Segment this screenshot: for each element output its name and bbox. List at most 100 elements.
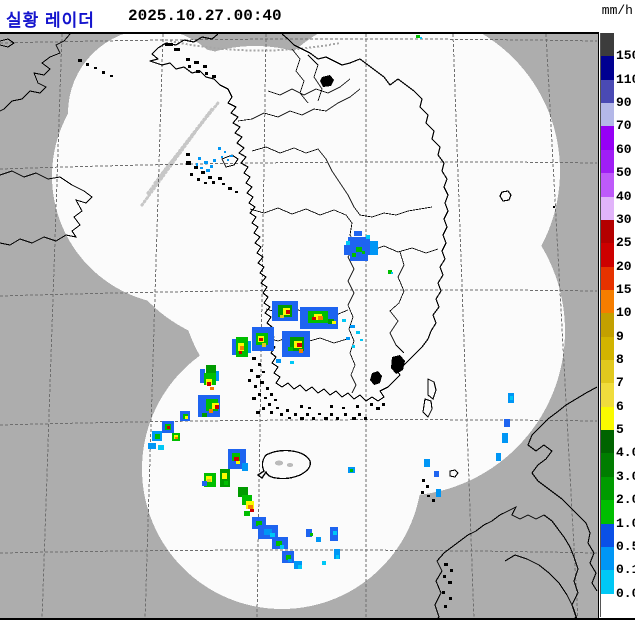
- echo-cell: [224, 151, 226, 153]
- legend-segment: [600, 56, 614, 80]
- echo-cell: [288, 559, 292, 562]
- echo-cell: [352, 253, 356, 257]
- echo-cell: [213, 159, 216, 162]
- echo-cell: [175, 437, 178, 439]
- legend-label: 90: [616, 95, 632, 111]
- legend-segment: [600, 173, 614, 197]
- echo-cell: [200, 369, 205, 383]
- echo-cell: [262, 343, 266, 347]
- legend-label: 5: [616, 422, 624, 438]
- radar-map-canvas: [0, 34, 598, 620]
- echo-cell: [207, 382, 211, 386]
- echo-cell: [239, 351, 242, 354]
- island-dokdo: [553, 206, 555, 208]
- coastline-korea: [149, 34, 449, 402]
- echo-cell: [214, 371, 219, 381]
- echo-cell: [209, 409, 213, 413]
- legend-label: 30: [616, 211, 632, 227]
- echo-cell: [496, 453, 501, 461]
- legend-segment: [600, 500, 614, 524]
- coastline-japan: [422, 378, 598, 620]
- coverage-edge-band: [169, 40, 341, 52]
- legend-segment: [600, 570, 614, 594]
- echo-cell: [230, 155, 233, 157]
- echo-cell: [346, 241, 350, 245]
- legend-segment: [600, 593, 614, 617]
- echo-cell: [336, 555, 339, 559]
- legend-label: 10: [616, 305, 632, 321]
- echo-cell: [362, 251, 365, 254]
- legend-label: 2.0: [616, 492, 635, 508]
- echo-cell: [234, 457, 239, 461]
- legend-label: 15: [616, 281, 632, 297]
- legend-label: 4.0: [616, 445, 635, 461]
- echo-cell: [280, 315, 284, 318]
- legend-segment: [600, 383, 614, 407]
- echo-cell: [206, 169, 210, 172]
- echo-cell: [502, 433, 508, 443]
- echo-cell: [350, 469, 353, 472]
- echo-cell: [240, 346, 244, 350]
- echo-cell: [504, 419, 510, 427]
- bottom-border: [0, 618, 635, 620]
- legend-segment: [600, 313, 614, 337]
- legend-label: 60: [616, 141, 632, 157]
- legend-label: 50: [616, 165, 632, 181]
- legend-segment: [600, 336, 614, 361]
- legend-label: 70: [616, 118, 632, 134]
- echo-cell: [366, 235, 370, 239]
- legend-label: 7: [616, 375, 624, 391]
- echo-cell: [244, 511, 250, 516]
- echo-cell: [218, 147, 221, 150]
- echo-cell: [248, 505, 253, 509]
- echo-cell: [224, 481, 228, 485]
- echo-cell: [333, 531, 337, 535]
- islands-west-coast: [78, 43, 334, 193]
- legend-label: 3.0: [616, 468, 635, 484]
- precipitation-echo-layer: [148, 35, 514, 569]
- echo-cell: [310, 533, 313, 536]
- echo-cell: [348, 237, 370, 245]
- echo-cell: [510, 396, 513, 400]
- echo-cell: [207, 479, 211, 482]
- echo-cell: [270, 533, 275, 537]
- echo-cell: [350, 255, 368, 261]
- legend-segment: [600, 219, 614, 244]
- islands-kyushu-west: [421, 479, 453, 608]
- legend-segment: [600, 79, 614, 104]
- legend-segment: [600, 523, 614, 547]
- echo-cell: [312, 317, 316, 320]
- echo-cell: [206, 365, 216, 375]
- echo-cell: [342, 319, 346, 322]
- legend-label: 9: [616, 328, 624, 344]
- echo-cell: [322, 561, 326, 565]
- echo-cell: [259, 338, 263, 341]
- echo-cell: [204, 161, 208, 164]
- legend-segment: [600, 430, 614, 454]
- echo-cell: [238, 487, 248, 497]
- echo-cell: [198, 157, 201, 160]
- echo-cell: [280, 545, 284, 549]
- legend-label: 6: [616, 398, 624, 414]
- echo-cell: [158, 445, 164, 450]
- graticule-grid: [0, 34, 598, 620]
- echo-cell: [356, 247, 362, 252]
- echo-cell: [370, 241, 378, 255]
- legend-unit-label: mm/h: [601, 3, 633, 18]
- echo-cell: [298, 565, 302, 569]
- legend-segment: [600, 103, 614, 127]
- echo-cell: [222, 473, 227, 479]
- echo-cell: [424, 459, 430, 467]
- legend-segment: [600, 360, 614, 384]
- echo-cell: [290, 361, 294, 364]
- echo-cell: [334, 549, 340, 559]
- echo-cell: [167, 426, 170, 429]
- legend-segment: [600, 406, 614, 431]
- echo-cell: [202, 481, 207, 486]
- legend-segment: [600, 149, 614, 174]
- header-bar: 실황 레이더 2025.10.27.00:40 mm/h: [0, 0, 635, 33]
- legend-segment: [600, 289, 614, 314]
- echo-cell: [297, 343, 302, 347]
- legend-segment: [600, 33, 614, 57]
- echo-cell: [332, 321, 336, 324]
